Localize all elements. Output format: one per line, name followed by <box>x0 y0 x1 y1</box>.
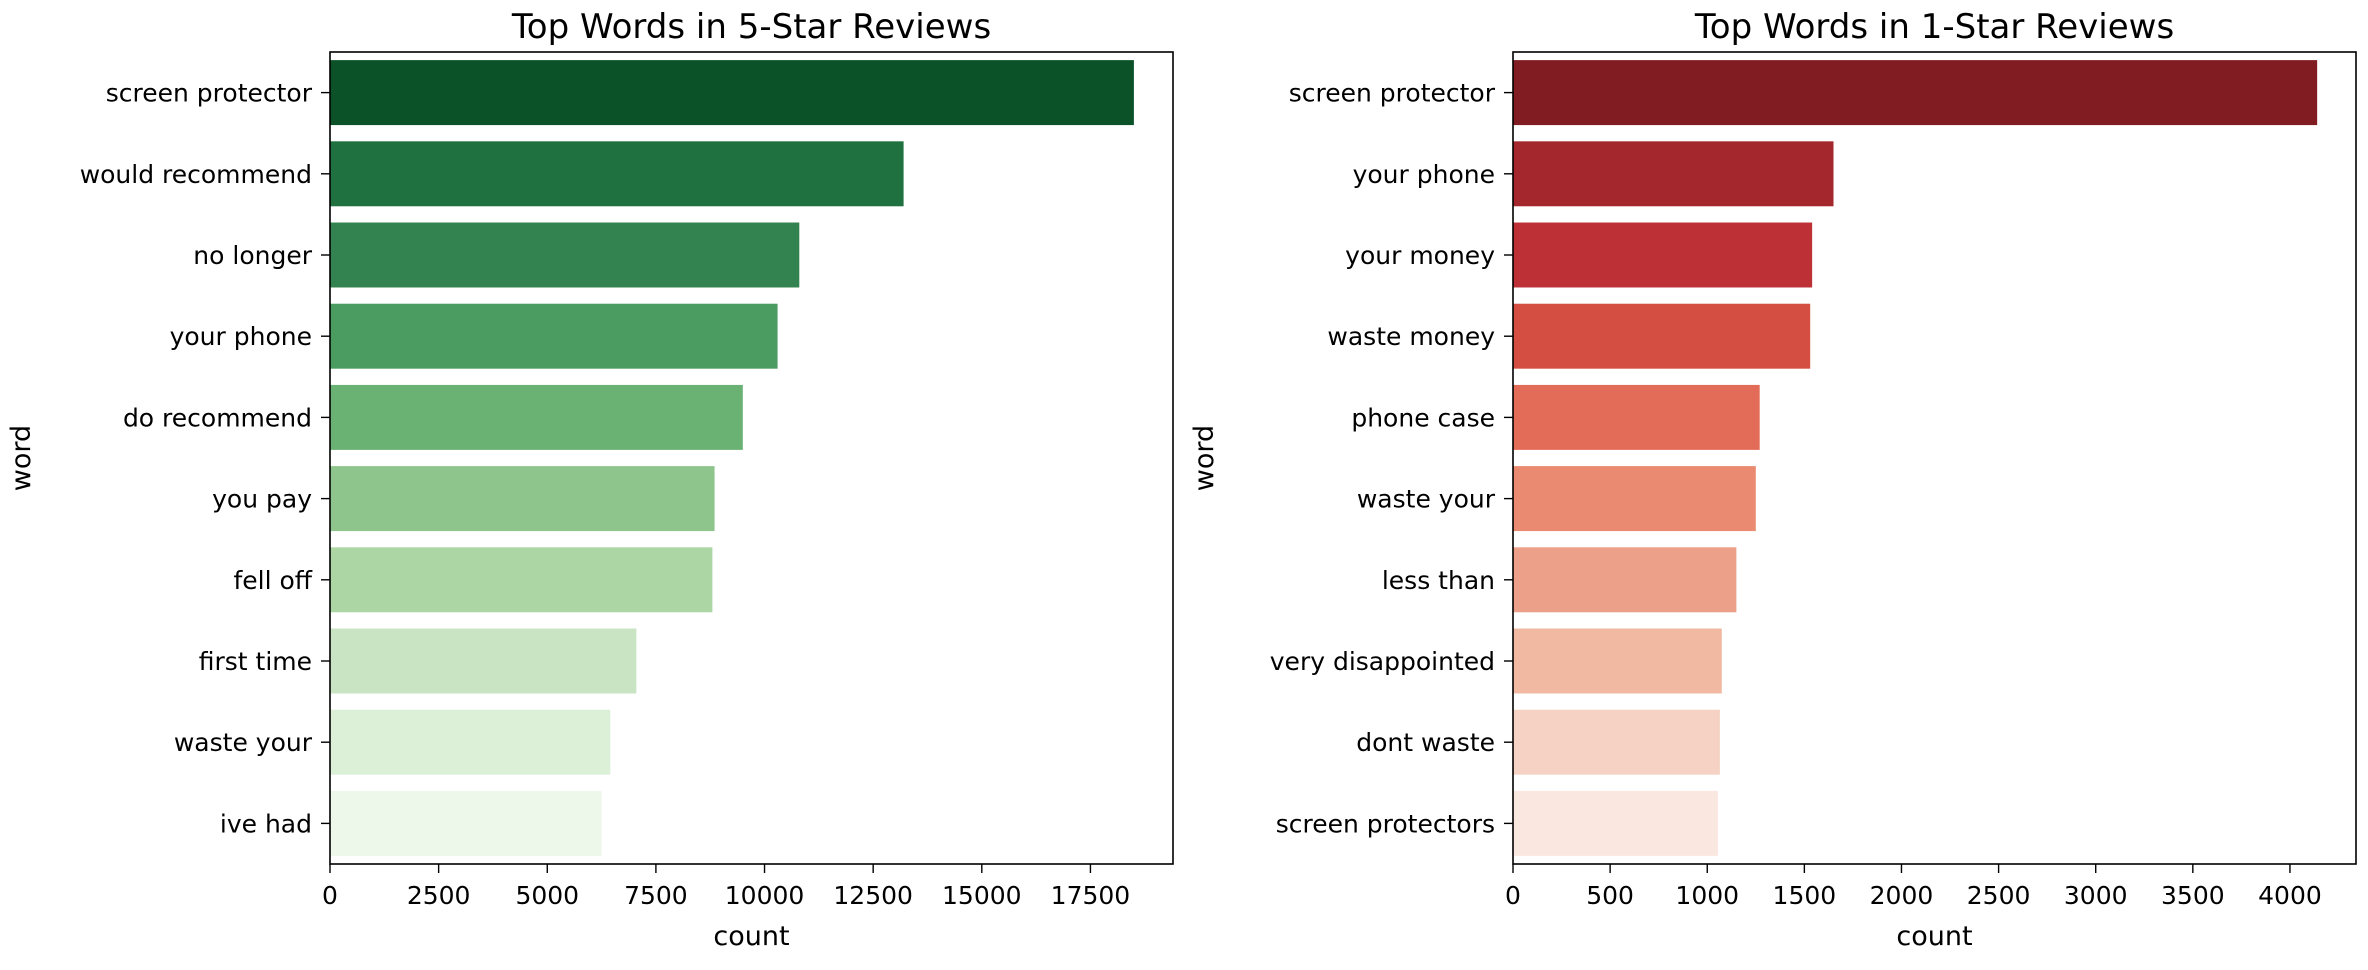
y-tick-label: dont waste <box>1356 728 1495 757</box>
y-tick-label: would recommend <box>80 160 312 189</box>
bar <box>330 303 778 369</box>
chart-5-star: Top Words in 5-Star Reviews count word s… <box>6 7 1174 952</box>
x-tick-label: 4000 <box>2258 881 2322 910</box>
y-tick-label: less than <box>1382 566 1495 595</box>
x-axis-label: count <box>713 921 789 952</box>
bar <box>1513 222 1813 288</box>
y-tick-label: waste your <box>174 728 313 757</box>
y-tick-label: your money <box>1345 241 1495 270</box>
y-tick-label: your phone <box>1353 160 1495 189</box>
bar <box>330 628 637 694</box>
bar <box>1513 384 1760 450</box>
y-tick-label: screen protector <box>1289 79 1496 108</box>
bar-group <box>330 60 1134 856</box>
bar-group <box>1513 60 2318 856</box>
y-tick-label: waste your <box>1357 485 1496 514</box>
x-tick-label: 5000 <box>515 881 579 910</box>
y-tick-label: ive had <box>220 809 312 838</box>
x-tick-label: 0 <box>1505 881 1521 910</box>
y-axis-label: word <box>1189 425 1220 491</box>
y-tick-label: waste money <box>1327 322 1495 351</box>
chart-1-star: Top Words in 1-Star Reviews count word s… <box>1189 7 2357 952</box>
bar <box>1513 547 1737 613</box>
x-axis-label: count <box>1896 921 1972 952</box>
y-tick-label: your phone <box>170 322 312 351</box>
bar <box>330 790 602 856</box>
bar <box>330 141 904 207</box>
x-tick-labels: 0 2500 5000 7500 10000 12500 15000 17500 <box>322 864 1130 910</box>
chart-title: Top Words in 5-Star Reviews <box>511 7 991 47</box>
x-tick-label: 2000 <box>1870 881 1934 910</box>
chart-title: Top Words in 1-Star Reviews <box>1694 7 2174 47</box>
y-tick-labels: screen protector your phone your money wast… <box>1270 79 1513 838</box>
bar <box>1513 709 1720 775</box>
y-tick-label: first time <box>199 647 312 676</box>
y-tick-label: fell off <box>233 566 312 595</box>
x-tick-label: 3500 <box>2161 881 2225 910</box>
x-tick-label: 7500 <box>624 881 688 910</box>
y-tick-label: do recommend <box>123 403 312 432</box>
bar <box>330 60 1134 126</box>
x-tick-labels: 0 500 1000 1500 2000 2500 3000 3500 4000 <box>1505 864 2322 910</box>
x-tick-label: 12500 <box>833 881 913 910</box>
y-tick-label: screen protectors <box>1276 809 1495 838</box>
y-tick-label: you pay <box>212 485 312 514</box>
bar <box>1513 60 2318 126</box>
x-tick-label: 2500 <box>1967 881 2031 910</box>
x-tick-label: 500 <box>1586 881 1634 910</box>
x-tick-label: 1000 <box>1675 881 1739 910</box>
plot-frame <box>329 51 1174 865</box>
bar <box>330 547 713 613</box>
y-axis-label: word <box>6 425 37 491</box>
bar <box>1513 466 1756 532</box>
bar <box>1513 141 1834 207</box>
y-tick-label: screen protector <box>106 79 313 108</box>
bar <box>330 709 611 775</box>
plot-frame <box>1512 51 2357 865</box>
x-tick-label: 15000 <box>942 881 1022 910</box>
bar <box>1513 303 1811 369</box>
x-tick-label: 10000 <box>725 881 805 910</box>
bar <box>330 222 800 288</box>
x-tick-label: 3000 <box>2064 881 2128 910</box>
y-tick-label: no longer <box>193 241 312 270</box>
x-tick-label: 0 <box>322 881 338 910</box>
bar <box>330 466 715 532</box>
bar <box>1513 628 1722 694</box>
y-tick-label: very disappointed <box>1270 647 1495 676</box>
x-tick-label: 2500 <box>407 881 471 910</box>
y-tick-labels: screen protector would recommend no longer… <box>80 79 330 838</box>
x-tick-label: 17500 <box>1051 881 1131 910</box>
x-tick-label: 1500 <box>1773 881 1837 910</box>
y-tick-label: phone case <box>1351 403 1495 432</box>
bar <box>330 384 743 450</box>
bar <box>1513 790 1718 856</box>
